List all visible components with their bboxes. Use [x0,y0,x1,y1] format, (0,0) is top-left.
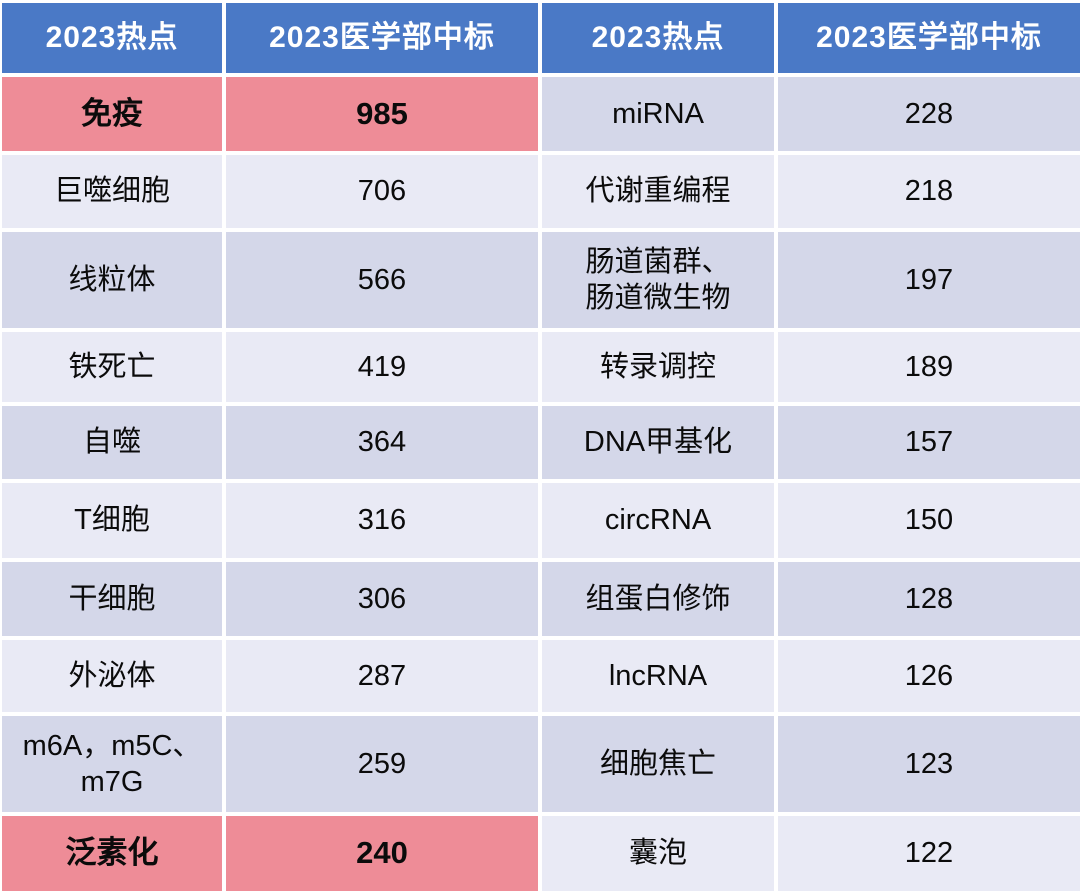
value-cell: 126 [778,640,1080,712]
topic-cell: 铁死亡 [2,332,222,402]
value-cell: 316 [226,483,538,558]
value-cell: 123 [778,716,1080,812]
value-cell: 228 [778,77,1080,151]
value-cell: 364 [226,406,538,479]
value-cell: 122 [778,816,1080,891]
value-cell: 287 [226,640,538,712]
topic-cell: 代谢重编程 [542,155,774,228]
topic-cell: 外泌体 [2,640,222,712]
topic-cell: 巨噬细胞 [2,155,222,228]
value-cell: 218 [778,155,1080,228]
topic-cell: circRNA [542,483,774,558]
value-cell: 197 [778,232,1080,328]
value-cell: 240 [226,816,538,891]
value-cell: 706 [226,155,538,228]
column-header-award-right: 2023医学部中标 [778,3,1080,73]
column-header-topic-left: 2023热点 [2,3,222,73]
topic-cell: m6A，m5C、 m7G [2,716,222,812]
topic-cell: 干细胞 [2,562,222,636]
topic-cell: 肠道菌群、 肠道微生物 [542,232,774,328]
value-cell: 419 [226,332,538,402]
topic-cell: miRNA [542,77,774,151]
value-cell: 150 [778,483,1080,558]
column-header-award-left: 2023医学部中标 [226,3,538,73]
topic-cell: 转录调控 [542,332,774,402]
column-header-topic-right: 2023热点 [542,3,774,73]
value-cell: 566 [226,232,538,328]
topic-cell: 组蛋白修饰 [542,562,774,636]
value-cell: 157 [778,406,1080,479]
value-cell: 306 [226,562,538,636]
topic-cell: lncRNA [542,640,774,712]
value-cell: 128 [778,562,1080,636]
topic-cell: 囊泡 [542,816,774,891]
topic-cell: 免疫 [2,77,222,151]
topic-cell: DNA甲基化 [542,406,774,479]
value-cell: 259 [226,716,538,812]
topic-cell: 自噬 [2,406,222,479]
topic-cell: 线粒体 [2,232,222,328]
value-cell: 189 [778,332,1080,402]
topic-cell: 细胞焦亡 [542,716,774,812]
value-cell: 985 [226,77,538,151]
topic-cell: T细胞 [2,483,222,558]
topic-cell: 泛素化 [2,816,222,891]
